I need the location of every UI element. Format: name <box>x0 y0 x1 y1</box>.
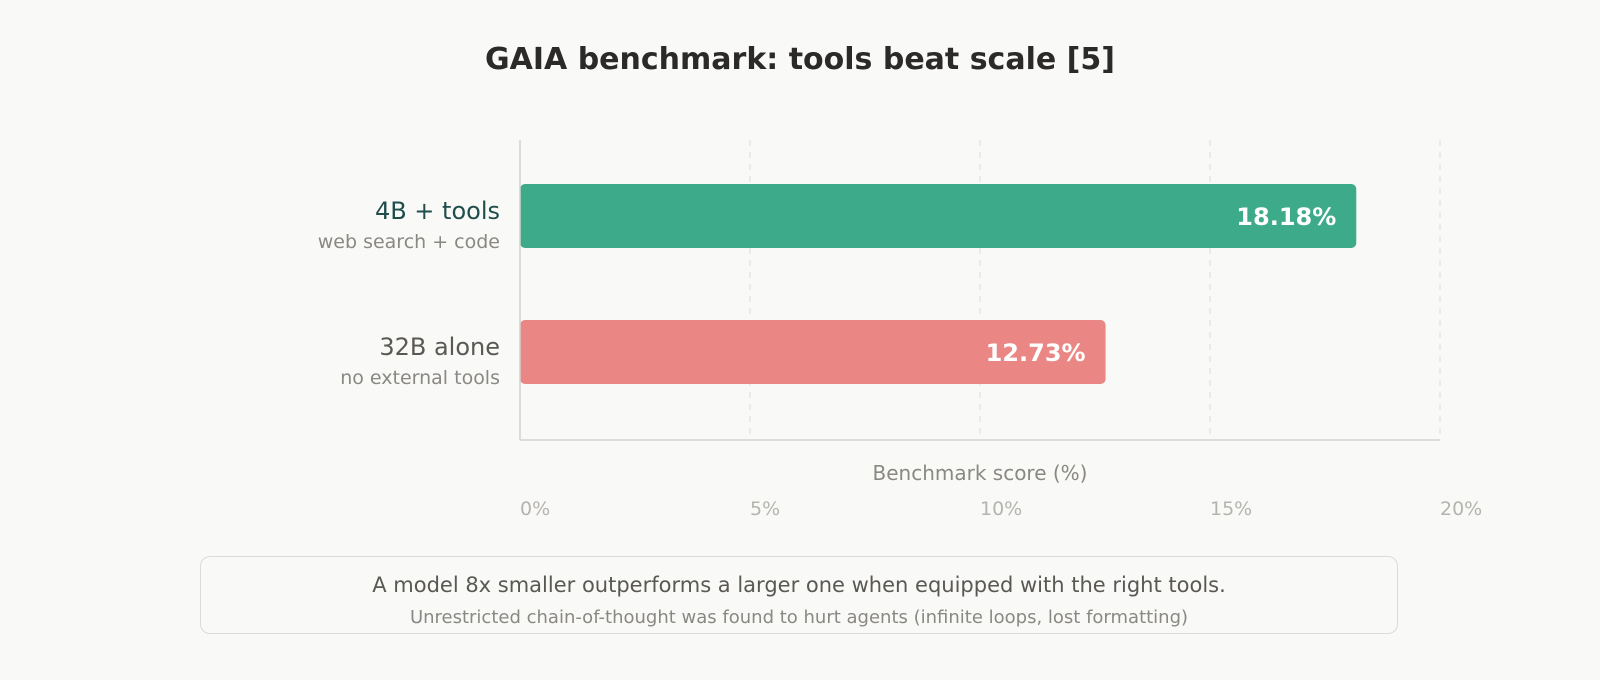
category-label: 32B alone <box>379 333 500 361</box>
x-tick-label: 5% <box>750 498 780 520</box>
x-tick-label: 15% <box>1210 498 1252 520</box>
bar-chart: 18.18% 12.73% 4B + tools web search + code… <box>318 140 1482 520</box>
axes <box>519 140 1440 441</box>
bar-value-label: 12.73% <box>986 339 1086 367</box>
x-tick-labels: 0% 5% 10% 15% 20% <box>520 498 1482 520</box>
takeaway-sub-text: Unrestricted chain-of-thought was found … <box>409 607 1189 628</box>
takeaway-main-text: A model 8x smaller outperforms a larger … <box>372 573 1226 597</box>
bar-value-label: 18.18% <box>1236 203 1336 231</box>
category-label: 4B + tools <box>375 197 500 225</box>
category-labels: 4B + tools web search + code 32B alone no e… <box>318 197 500 389</box>
x-tick-label: 20% <box>1440 498 1482 520</box>
bars: 18.18% 12.73% <box>520 184 1357 384</box>
category-sublabel: no external tools <box>340 367 500 389</box>
chart-title: GAIA benchmark: tools beat scale [5] <box>485 42 1115 77</box>
x-tick-label: 10% <box>980 498 1022 520</box>
bar <box>520 320 1106 384</box>
takeaway-box: A model 8x smaller outperforms a larger … <box>200 556 1398 634</box>
category-sublabel: web search + code <box>318 231 500 253</box>
x-axis-title: Benchmark score (%) <box>873 461 1088 485</box>
x-tick-label: 0% <box>520 498 550 520</box>
bar <box>520 184 1357 248</box>
